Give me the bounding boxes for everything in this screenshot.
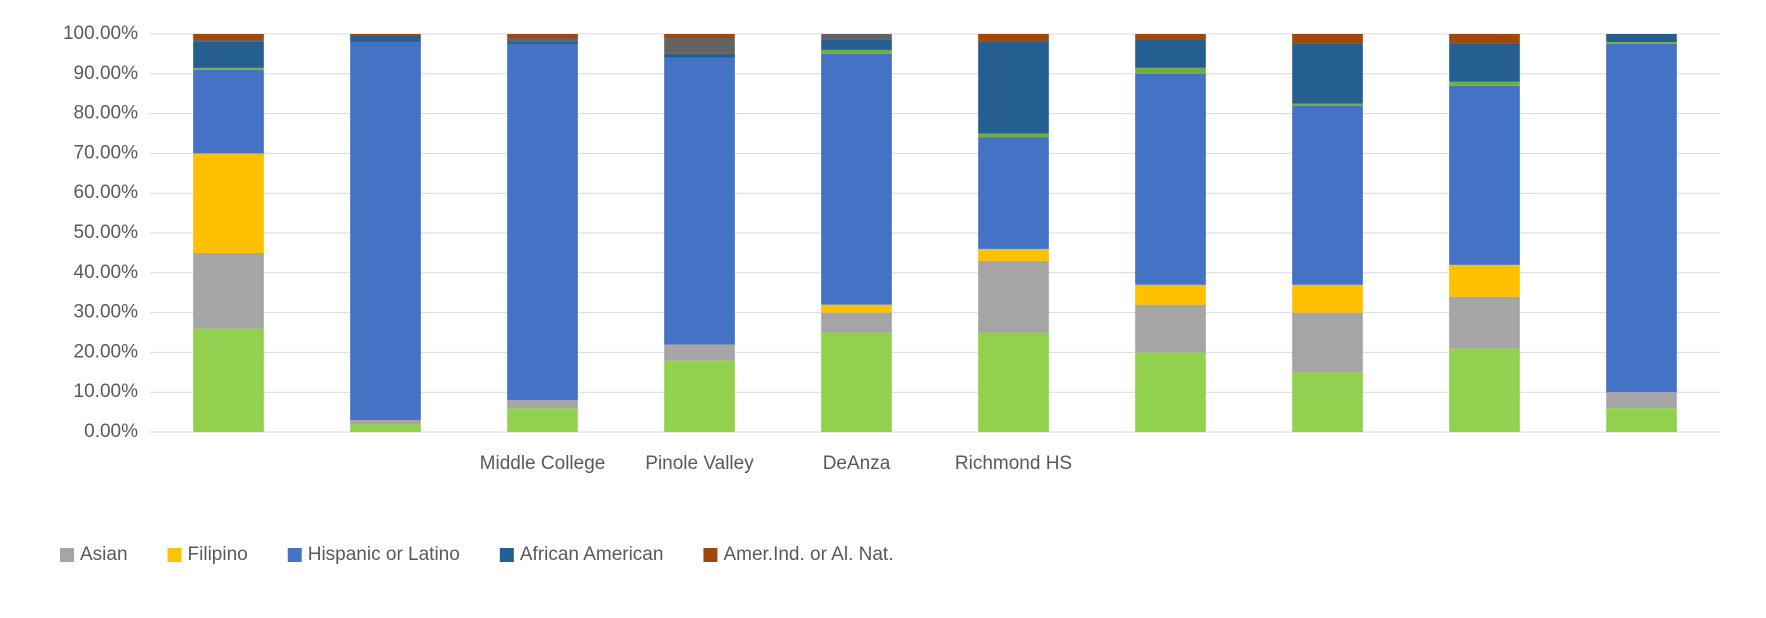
bar-segment [350, 420, 421, 425]
bar-segment [978, 41, 1049, 134]
legend-swatch [287, 548, 302, 562]
bar-segment [821, 304, 892, 313]
bar-segment [821, 53, 892, 305]
bar-segment [350, 424, 421, 432]
bar-segment [507, 400, 578, 409]
bar-segment [1449, 81, 1520, 86]
bar-segment [1606, 34, 1677, 42]
bar-segment [1135, 352, 1206, 432]
bar-segment [1449, 85, 1520, 265]
bar-segment [1449, 296, 1520, 349]
bar-segment [1292, 43, 1363, 104]
bar-segment [1135, 304, 1206, 353]
bar-segment [1606, 408, 1677, 432]
legend-swatch [60, 548, 74, 562]
bar-segment [193, 328, 264, 432]
y-tick-label: 80.00% [74, 103, 139, 124]
bar-segment [193, 34, 264, 40]
bar-segment [193, 252, 264, 329]
bar-segment [1449, 43, 1520, 82]
bar-segment [821, 34, 892, 40]
bar-segment [664, 344, 735, 361]
bar-segment [1135, 67, 1206, 74]
y-tick-label: 90.00% [74, 63, 139, 84]
bar-segment [821, 39, 892, 50]
legend-label: Filipino [188, 544, 248, 565]
bar-segment [664, 57, 735, 345]
bar-segment [1292, 103, 1363, 106]
bar-segment [978, 137, 1049, 249]
bar-segment [193, 69, 264, 154]
bar-segment [1135, 73, 1206, 285]
bar-segment [1135, 34, 1206, 40]
bar-segment [1292, 284, 1363, 313]
x-tick-label: Middle College [480, 453, 606, 474]
bar-segment [1135, 39, 1206, 68]
bar-segment [193, 67, 264, 70]
bar-segment [1606, 41, 1677, 44]
bar-segment [1449, 348, 1520, 432]
bar-segment [350, 34, 421, 36]
bar-segment [978, 332, 1049, 432]
bar-segment [193, 41, 264, 68]
legend-label: Asian [80, 544, 128, 565]
bar-segment [1606, 43, 1677, 393]
legend-swatch [499, 548, 514, 562]
legend-swatch [703, 548, 718, 562]
legend-label: Hispanic or Latino [308, 544, 460, 565]
legend-label: African American [520, 544, 664, 565]
bar-segment [507, 34, 578, 38]
y-tick-label: 0.00% [84, 421, 138, 442]
bar-segment [978, 133, 1049, 138]
y-tick-label: 50.00% [74, 222, 139, 243]
x-tick-label: DeAnza [823, 453, 891, 474]
bar-segment [1292, 372, 1363, 432]
bar-segment [1292, 105, 1363, 285]
legend-swatch [167, 548, 182, 562]
bar-segment [978, 260, 1049, 333]
bar-segment [664, 34, 735, 38]
bar-segment [1292, 312, 1363, 373]
bar-segment [1606, 392, 1677, 409]
y-tick-label: 100.00% [63, 23, 138, 44]
bar-segment [978, 248, 1049, 261]
bar-segment [350, 35, 421, 42]
bar-segment [1449, 264, 1520, 297]
bar-segment [507, 43, 578, 401]
y-tick-label: 30.00% [74, 302, 139, 323]
bar-segment [821, 312, 892, 333]
bar-segment [1449, 34, 1520, 44]
y-tick-label: 10.00% [74, 381, 139, 402]
bar-segment [507, 408, 578, 432]
bar-segment [664, 37, 735, 54]
y-tick-label: 40.00% [74, 262, 139, 283]
bar-segment [664, 53, 735, 58]
bar-segment [664, 360, 735, 432]
bar-segment [507, 37, 578, 42]
bar-segment [507, 41, 578, 44]
bar-segment [193, 39, 264, 42]
bar-segment [978, 34, 1049, 42]
bar-segment [350, 41, 421, 421]
bar-segment [821, 49, 892, 54]
bar-segment [1292, 34, 1363, 44]
y-tick-label: 20.00% [74, 341, 139, 362]
y-tick-label: 70.00% [74, 142, 139, 163]
bar-segment [821, 332, 892, 432]
bar-segment [1135, 284, 1206, 305]
y-tick-label: 60.00% [74, 182, 139, 203]
x-tick-label: Pinole Valley [645, 453, 754, 474]
x-tick-label: Richmond HS [955, 453, 1072, 474]
legend-label: Amer.Ind. or Al. Nat. [723, 544, 893, 565]
bar-segment [193, 153, 264, 253]
